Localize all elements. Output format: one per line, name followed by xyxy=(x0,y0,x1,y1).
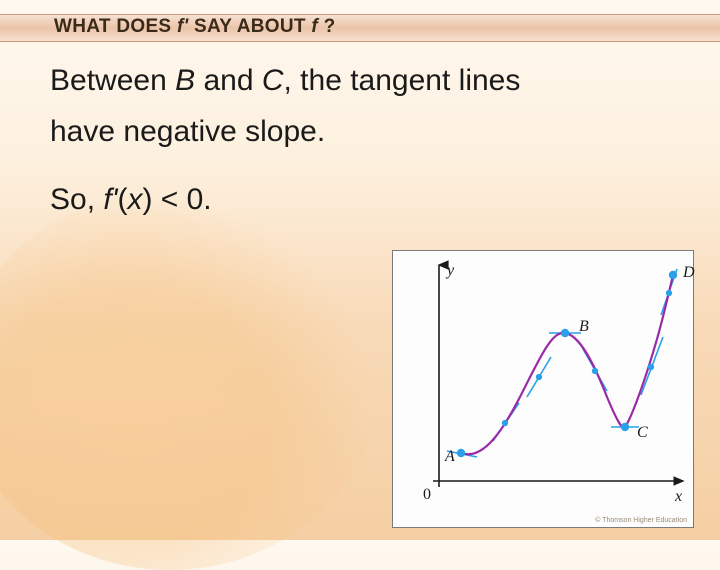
svg-text:D: D xyxy=(682,264,695,281)
svg-text:C: C xyxy=(637,424,648,441)
svg-text:y: y xyxy=(445,262,455,279)
fprime: f' xyxy=(103,183,117,216)
text: Between xyxy=(50,64,175,97)
heading-text-end: ? xyxy=(324,16,336,37)
text: ( xyxy=(117,183,127,216)
text: ) < 0. xyxy=(142,183,211,216)
figure-credit: © Thomson Higher Education xyxy=(595,517,687,524)
text: and xyxy=(195,64,262,97)
svg-text:0: 0 xyxy=(423,486,431,503)
body-line-2: have negative slope. xyxy=(50,109,680,156)
var-x: x xyxy=(127,183,142,216)
heading-f: f xyxy=(311,16,323,37)
heading-text: WHAT DOES xyxy=(54,16,177,37)
slide-body: Between B and C, the tangent lines have … xyxy=(50,58,680,224)
svg-text:A: A xyxy=(444,448,455,465)
graph-svg: A B C Dx y 0 xyxy=(393,251,695,529)
background-decoration xyxy=(0,190,380,570)
body-line-3: So, f'(x) < 0. xyxy=(50,177,680,224)
svg-text:x: x xyxy=(674,488,682,505)
var-B: B xyxy=(175,64,195,97)
heading-fprime: f' xyxy=(177,16,188,37)
text: , the tangent lines xyxy=(284,64,521,97)
body-line-1: Between B and C, the tangent lines xyxy=(50,58,680,105)
slide-heading: WHAT DOES f' SAY ABOUT f ? xyxy=(54,16,336,38)
heading-text-mid: SAY ABOUT xyxy=(188,16,311,37)
var-C: C xyxy=(262,64,284,97)
svg-text:B: B xyxy=(579,318,589,335)
text: So, xyxy=(50,183,103,216)
graph-figure: A B C Dx y 0 © Thomson Higher Education xyxy=(392,250,694,528)
